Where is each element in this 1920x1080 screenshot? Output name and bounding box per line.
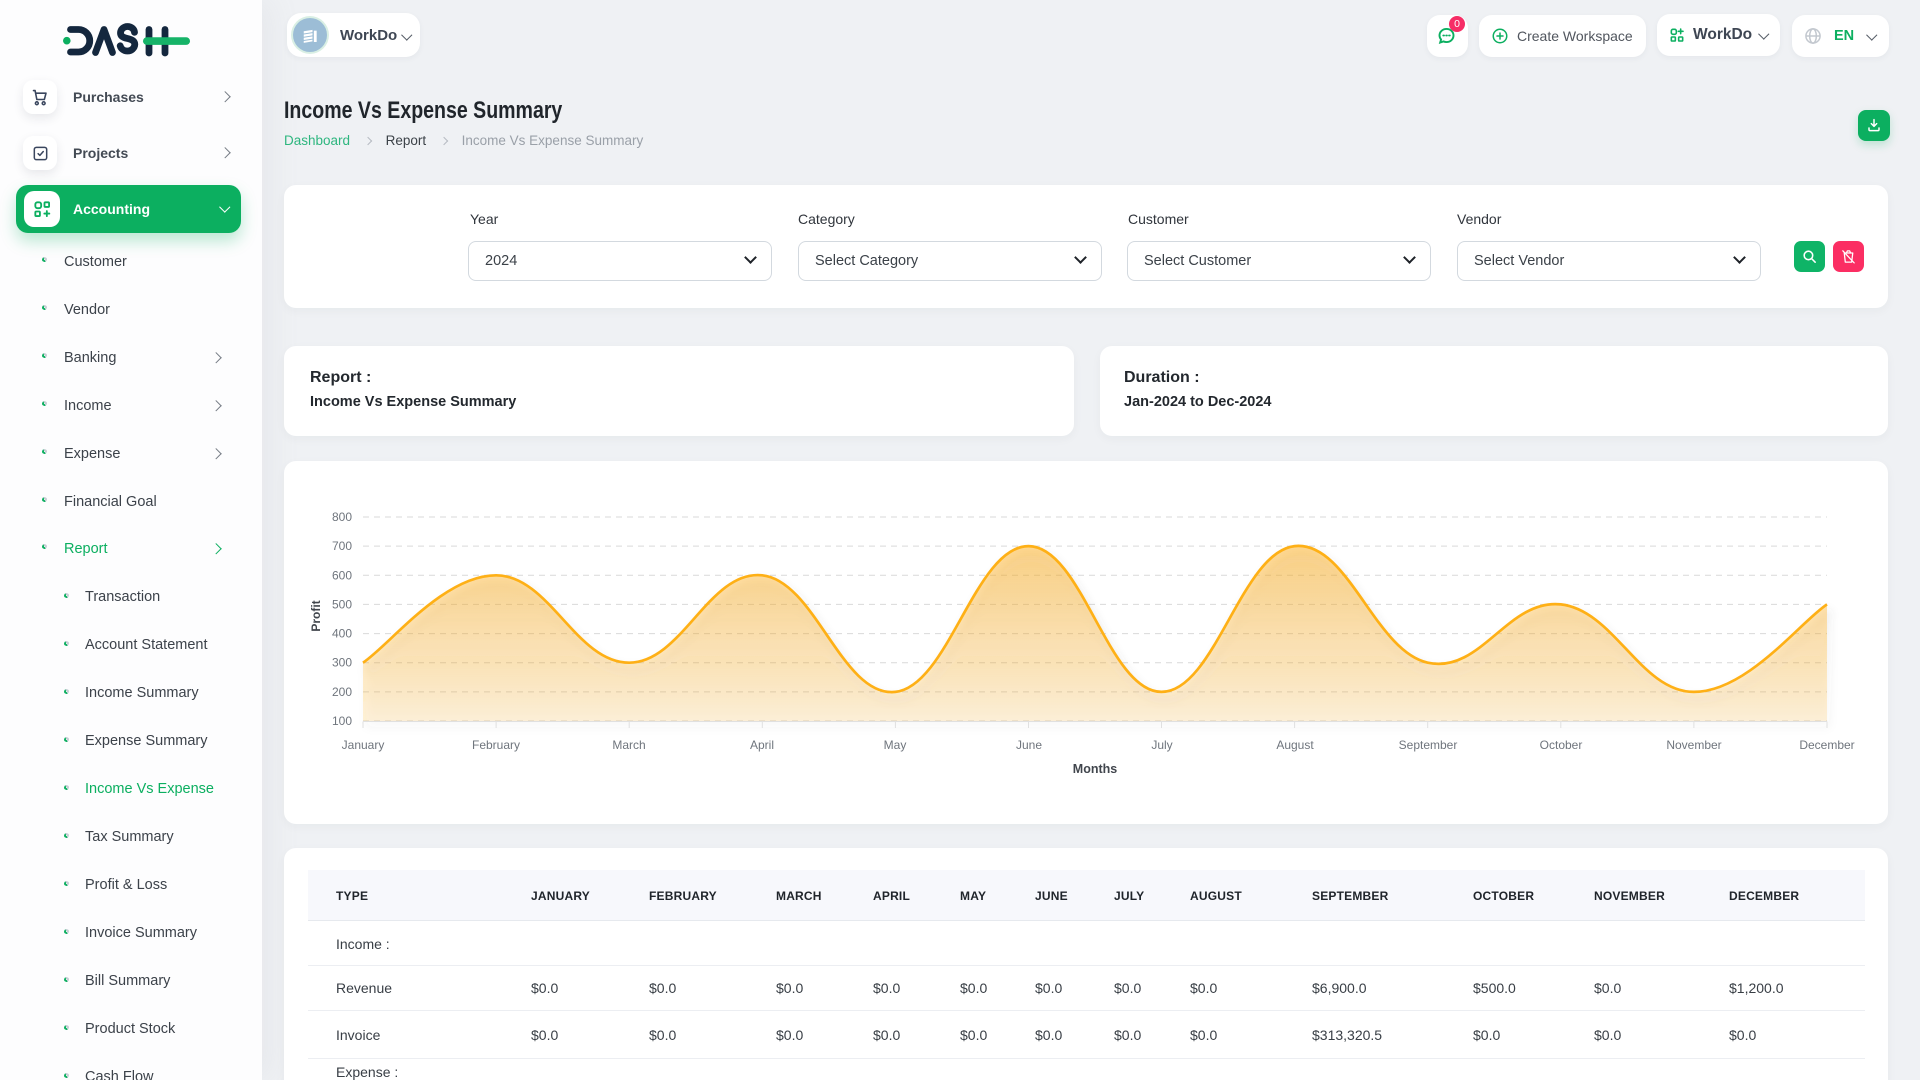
svg-text:Months: Months — [1073, 762, 1117, 776]
svg-text:500: 500 — [332, 597, 352, 611]
svg-text:March: March — [612, 738, 645, 752]
svg-text:700: 700 — [332, 539, 352, 553]
svg-text:May: May — [884, 738, 907, 752]
svg-text:April: April — [750, 738, 774, 752]
svg-text:October: October — [1540, 738, 1583, 752]
svg-text:December: December — [1799, 738, 1854, 752]
svg-text:400: 400 — [332, 627, 352, 641]
svg-text:September: September — [1399, 738, 1458, 752]
svg-text:January: January — [342, 738, 385, 752]
svg-text:July: July — [1151, 738, 1172, 752]
svg-text:200: 200 — [332, 685, 352, 699]
svg-text:600: 600 — [332, 568, 352, 582]
svg-text:800: 800 — [332, 510, 352, 524]
svg-text:Profit: Profit — [309, 600, 323, 631]
svg-text:100: 100 — [332, 714, 352, 728]
svg-text:August: August — [1276, 738, 1314, 752]
svg-text:February: February — [472, 738, 520, 752]
svg-text:300: 300 — [332, 656, 352, 670]
svg-text:June: June — [1016, 738, 1042, 752]
svg-text:November: November — [1666, 738, 1721, 752]
